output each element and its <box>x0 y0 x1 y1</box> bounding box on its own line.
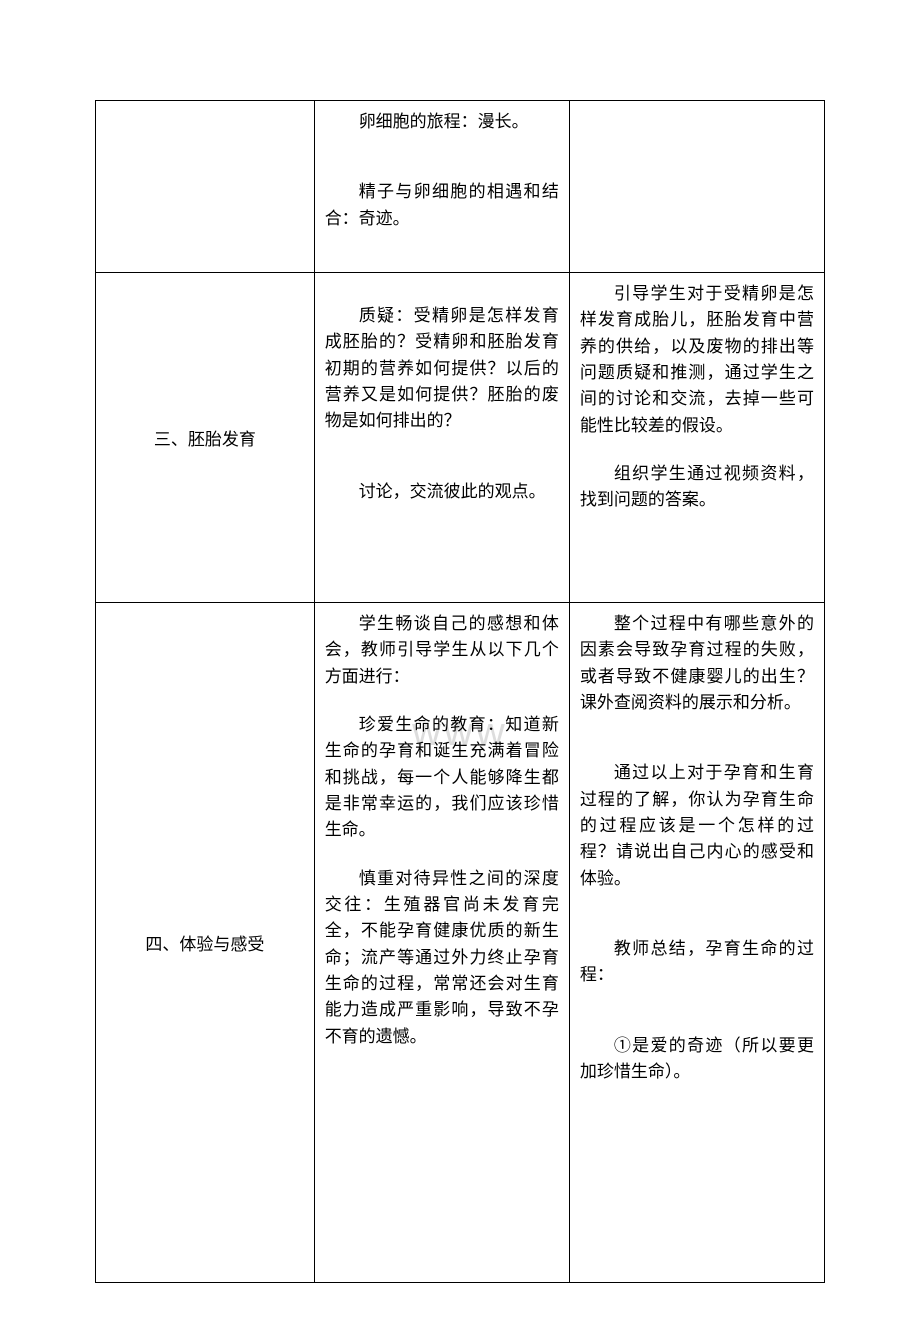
paragraph: 教师总结，孕育生命的过程： <box>580 936 814 989</box>
table-row: 三、胚胎发育 质疑：受精卵是怎样发育成胚胎的？受精卵和胚胎发育初期的营养如何提供… <box>96 273 825 603</box>
row3-col2: 学生畅谈自己的感想和体会，教师引导学生从以下几个方面进行： 珍爱生命的教育：知道… <box>314 603 569 1283</box>
paragraph: 珍爱生命的教育：知道新生命的孕育和诞生充满着冒险和挑战，每一个人能够降生都是非常… <box>325 712 559 844</box>
row1-col1 <box>96 101 315 273</box>
paragraph: 学生畅谈自己的感想和体会，教师引导学生从以下几个方面进行： <box>325 611 559 690</box>
paragraph: 慎重对待异性之间的深度交往：生殖器官尚未发育完全，不能孕育健康优质的新生命；流产… <box>325 866 559 1050</box>
cell-text <box>570 101 824 117</box>
row2-col2: 质疑：受精卵是怎样发育成胚胎的？受精卵和胚胎发育初期的营养如何提供？以后的营养又… <box>314 273 569 603</box>
row1-col2: 卵细胞的旅程：漫长。 精子与卵细胞的相遇和结合：奇迹。 <box>314 101 569 273</box>
table-row: 四、体验与感受 学生畅谈自己的感想和体会，教师引导学生从以下几个方面进行： 珍爱… <box>96 603 825 1283</box>
lesson-plan-table: 卵细胞的旅程：漫长。 精子与卵细胞的相遇和结合：奇迹。 三、胚胎发育 质疑：受精… <box>95 100 825 1283</box>
row2-col1: 三、胚胎发育 <box>96 273 315 603</box>
paragraph: 整个过程中有哪些意外的因素会导致孕育过程的失败，或者导致不健康婴儿的出生？课外查… <box>580 611 814 716</box>
paragraph: 引导学生对于受精卵是怎样发育成胎儿，胚胎发育中营养的供给，以及废物的排出等问题质… <box>580 281 814 439</box>
row2-col3: 引导学生对于受精卵是怎样发育成胎儿，胚胎发育中营养的供给，以及废物的排出等问题质… <box>569 273 824 603</box>
row1-col3 <box>569 101 824 273</box>
paragraph: 质疑：受精卵是怎样发育成胚胎的？受精卵和胚胎发育初期的营养如何提供？以后的营养又… <box>325 303 559 435</box>
paragraph: 通过以上对于孕育和生育过程的了解，你认为孕育生命的过程应该是一个怎样的过程？请说… <box>580 760 814 892</box>
table-container: 卵细胞的旅程：漫长。 精子与卵细胞的相遇和结合：奇迹。 三、胚胎发育 质疑：受精… <box>95 100 825 1283</box>
paragraph: ①是爱的奇迹（所以要更加珍惜生命）。 <box>580 1033 814 1086</box>
row3-col1: 四、体验与感受 <box>96 603 315 1283</box>
table-row: 卵细胞的旅程：漫长。 精子与卵细胞的相遇和结合：奇迹。 <box>96 101 825 273</box>
paragraph: 卵细胞的旅程：漫长。 <box>325 109 559 135</box>
paragraph: 讨论，交流彼此的观点。 <box>325 479 559 505</box>
section-heading: 三、胚胎发育 <box>96 425 314 450</box>
paragraph: 精子与卵细胞的相遇和结合：奇迹。 <box>325 179 559 232</box>
cell-text <box>96 179 314 195</box>
paragraph: 组织学生通过视频资料，找到问题的答案。 <box>580 461 814 514</box>
row3-col3: 整个过程中有哪些意外的因素会导致孕育过程的失败，或者导致不健康婴儿的出生？课外查… <box>569 603 824 1283</box>
section-heading: 四、体验与感受 <box>96 930 314 955</box>
